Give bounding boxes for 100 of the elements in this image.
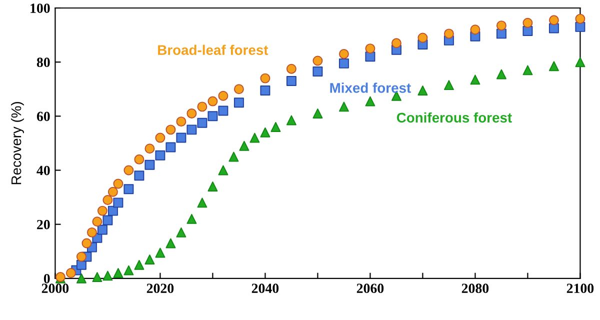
point bbox=[338, 58, 349, 68]
point bbox=[365, 96, 376, 106]
point bbox=[391, 38, 402, 48]
point bbox=[134, 170, 144, 181]
point bbox=[548, 23, 559, 34]
point bbox=[97, 206, 108, 216]
point bbox=[470, 74, 480, 85]
point bbox=[548, 15, 559, 26]
point bbox=[197, 198, 208, 208]
x-tick-label: 2080 bbox=[462, 284, 489, 294]
point bbox=[113, 198, 124, 208]
point bbox=[444, 28, 454, 39]
point bbox=[522, 65, 533, 76]
point bbox=[124, 184, 134, 194]
point bbox=[197, 118, 208, 128]
y-axis-title: Recovery (%) bbox=[11, 102, 24, 184]
point bbox=[108, 186, 118, 197]
point bbox=[166, 142, 176, 152]
point bbox=[124, 165, 134, 176]
y-tick-label: 80 bbox=[36, 58, 50, 68]
point bbox=[155, 248, 166, 258]
point bbox=[575, 57, 586, 68]
point bbox=[124, 265, 134, 276]
point bbox=[270, 122, 281, 132]
point bbox=[76, 273, 86, 284]
series-label: Coniferous forest bbox=[396, 112, 512, 123]
point bbox=[496, 20, 506, 31]
y-tick-label: 40 bbox=[36, 166, 50, 176]
point bbox=[76, 252, 86, 262]
point bbox=[312, 108, 323, 118]
point bbox=[102, 270, 113, 281]
point bbox=[66, 268, 76, 278]
point bbox=[365, 52, 376, 62]
point bbox=[208, 96, 218, 106]
point bbox=[134, 154, 144, 164]
point bbox=[186, 214, 197, 224]
point bbox=[166, 238, 176, 248]
x-tick-label: 2100 bbox=[566, 284, 594, 294]
point bbox=[92, 216, 102, 227]
point bbox=[155, 150, 166, 160]
point bbox=[496, 28, 506, 39]
y-tick-label: 0 bbox=[44, 274, 50, 284]
point bbox=[176, 116, 186, 127]
point bbox=[218, 90, 228, 101]
x-tick-label: 2020 bbox=[146, 284, 174, 294]
x-tick-label: 2000 bbox=[42, 284, 69, 294]
point bbox=[496, 69, 506, 80]
series-label: Mixed forest bbox=[330, 82, 411, 93]
point bbox=[155, 132, 166, 143]
point bbox=[186, 124, 197, 135]
y-tick-label: 60 bbox=[36, 112, 50, 122]
point bbox=[228, 152, 239, 162]
point bbox=[338, 48, 349, 59]
point bbox=[470, 24, 480, 35]
point bbox=[418, 85, 428, 96]
point bbox=[208, 111, 218, 122]
point bbox=[102, 215, 113, 226]
point bbox=[239, 140, 250, 151]
point bbox=[144, 254, 155, 264]
point bbox=[260, 73, 270, 84]
point bbox=[176, 132, 186, 143]
point bbox=[338, 102, 349, 112]
y-tick-label: 100 bbox=[30, 4, 50, 13]
point bbox=[312, 66, 323, 77]
point bbox=[575, 22, 586, 32]
point bbox=[286, 76, 296, 86]
point bbox=[197, 102, 208, 112]
point bbox=[548, 61, 559, 72]
point bbox=[208, 181, 218, 192]
point bbox=[113, 268, 124, 278]
x-tick-label: 2060 bbox=[356, 284, 384, 294]
y-tick-label: 20 bbox=[37, 220, 50, 230]
x-tick-label: 2040 bbox=[252, 284, 279, 294]
point bbox=[365, 44, 376, 54]
point bbox=[418, 32, 428, 43]
point bbox=[218, 165, 228, 176]
point bbox=[575, 14, 586, 24]
point bbox=[102, 195, 113, 205]
point bbox=[108, 206, 118, 216]
point bbox=[92, 272, 102, 282]
point bbox=[176, 227, 186, 238]
point bbox=[144, 144, 155, 154]
point bbox=[522, 26, 533, 36]
point bbox=[234, 98, 244, 108]
point bbox=[97, 224, 108, 235]
point bbox=[260, 85, 270, 96]
point bbox=[86, 227, 97, 238]
point bbox=[113, 178, 124, 189]
point bbox=[522, 18, 533, 28]
point bbox=[234, 84, 244, 94]
point bbox=[82, 238, 92, 248]
point bbox=[134, 260, 144, 270]
point bbox=[186, 108, 197, 118]
series-label: Broad-leaf forest bbox=[158, 44, 268, 55]
point bbox=[144, 160, 155, 170]
point bbox=[286, 115, 296, 126]
point bbox=[250, 132, 260, 143]
point bbox=[286, 64, 296, 74]
point bbox=[444, 80, 454, 90]
point bbox=[166, 124, 176, 135]
